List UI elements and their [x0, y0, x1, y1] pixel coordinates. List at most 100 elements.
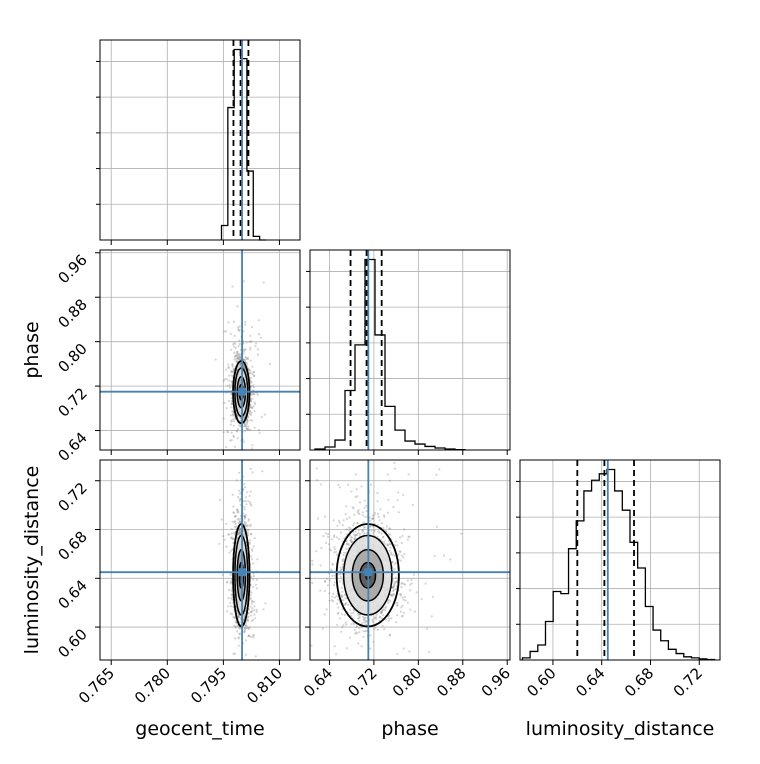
sample-point	[371, 620, 374, 623]
panel-background-phase-vs-luminosity-distance	[310, 460, 510, 660]
sample-point	[252, 371, 255, 374]
sample-point	[238, 521, 241, 524]
sample-point	[438, 468, 441, 471]
sample-point	[331, 563, 334, 566]
sample-point	[235, 355, 238, 358]
sample-point	[230, 431, 233, 434]
sample-point	[332, 592, 335, 596]
sample-point	[337, 606, 340, 609]
sample-point	[244, 323, 247, 326]
sample-point	[394, 576, 397, 579]
sample-point	[226, 580, 229, 583]
sample-point	[341, 590, 344, 593]
scatter-panel-geocent-time-vs-luminosity-distance	[99, 457, 301, 707]
sample-point	[249, 380, 253, 383]
sample-point	[243, 629, 246, 632]
sample-point	[247, 705, 249, 707]
sample-point	[237, 366, 240, 369]
sample-point	[246, 529, 249, 532]
sample-point	[251, 634, 254, 637]
sample-point	[236, 508, 239, 511]
sample-point	[226, 430, 229, 433]
sample-point	[392, 588, 395, 591]
sample-point	[233, 356, 236, 359]
sample-point	[249, 346, 252, 349]
sample-point	[332, 600, 335, 603]
sample-point	[331, 595, 334, 598]
sample-point	[319, 589, 322, 592]
sample-point	[245, 341, 248, 344]
sample-point	[253, 393, 256, 396]
sample-point	[443, 554, 446, 557]
sample-point	[238, 358, 241, 361]
sample-point	[335, 536, 339, 539]
sample-point	[250, 384, 253, 388]
sample-point	[332, 519, 335, 522]
sample-point	[357, 532, 360, 535]
sample-point	[268, 363, 271, 366]
sample-point	[362, 521, 365, 524]
sample-point	[235, 360, 238, 363]
panel-frame-luminosity-distance	[519, 459, 721, 661]
sample-point	[243, 350, 246, 353]
sample-point	[353, 537, 356, 540]
panel-frame-geocent-time-vs-luminosity-distance	[99, 459, 301, 661]
sample-point	[243, 367, 246, 370]
sample-point	[222, 379, 225, 382]
sample-point	[374, 617, 378, 620]
sample-point	[249, 501, 252, 504]
sample-point	[226, 431, 229, 434]
y-tick-label-phase-3: 0.88	[54, 295, 90, 331]
sample-point	[248, 457, 250, 459]
sample-point	[384, 605, 387, 608]
sample-point	[355, 626, 358, 629]
sample-point	[252, 386, 255, 389]
scatter-panel-phase-vs-luminosity-distance	[309, 459, 511, 661]
sample-point	[389, 546, 392, 549]
x-tick-label-phase-1: 0.72	[344, 664, 380, 700]
sample-point	[324, 541, 328, 545]
sample-point	[225, 446, 228, 449]
sample-point	[245, 503, 248, 506]
sample-point	[402, 647, 405, 650]
sample-point	[230, 380, 234, 383]
sample-point	[347, 526, 351, 529]
sample-point	[239, 530, 242, 533]
sample-point	[250, 614, 253, 617]
sample-point	[253, 374, 256, 377]
sample-point	[251, 406, 254, 410]
sample-point	[342, 560, 345, 563]
sample-point	[370, 529, 373, 532]
sample-point	[355, 631, 358, 634]
sample-point	[233, 334, 236, 337]
sample-point	[331, 574, 334, 578]
sample-point	[399, 610, 402, 613]
sample-point	[341, 608, 344, 611]
sample-point	[243, 359, 246, 362]
sample-point	[393, 584, 396, 587]
sample-point	[235, 508, 238, 511]
sample-point	[356, 522, 359, 525]
sample-point	[376, 513, 380, 516]
sample-point	[230, 596, 233, 600]
sample-point	[339, 593, 342, 596]
sample-point	[386, 511, 389, 514]
x-axis-label-phase: phase	[381, 718, 438, 740]
sample-point	[236, 511, 239, 514]
sample-point	[387, 598, 390, 602]
sample-point	[254, 655, 257, 658]
sample-point	[358, 512, 361, 516]
sample-point	[246, 618, 249, 622]
sample-point	[243, 630, 246, 634]
sample-point	[357, 511, 360, 515]
sample-point	[229, 423, 232, 426]
sample-point	[396, 604, 399, 607]
sample-point	[250, 406, 253, 409]
sample-point	[369, 647, 372, 650]
sample-point	[343, 537, 346, 540]
sample-point	[229, 439, 232, 442]
sample-point	[247, 519, 250, 522]
sample-point	[236, 350, 239, 353]
sample-point	[244, 524, 247, 528]
